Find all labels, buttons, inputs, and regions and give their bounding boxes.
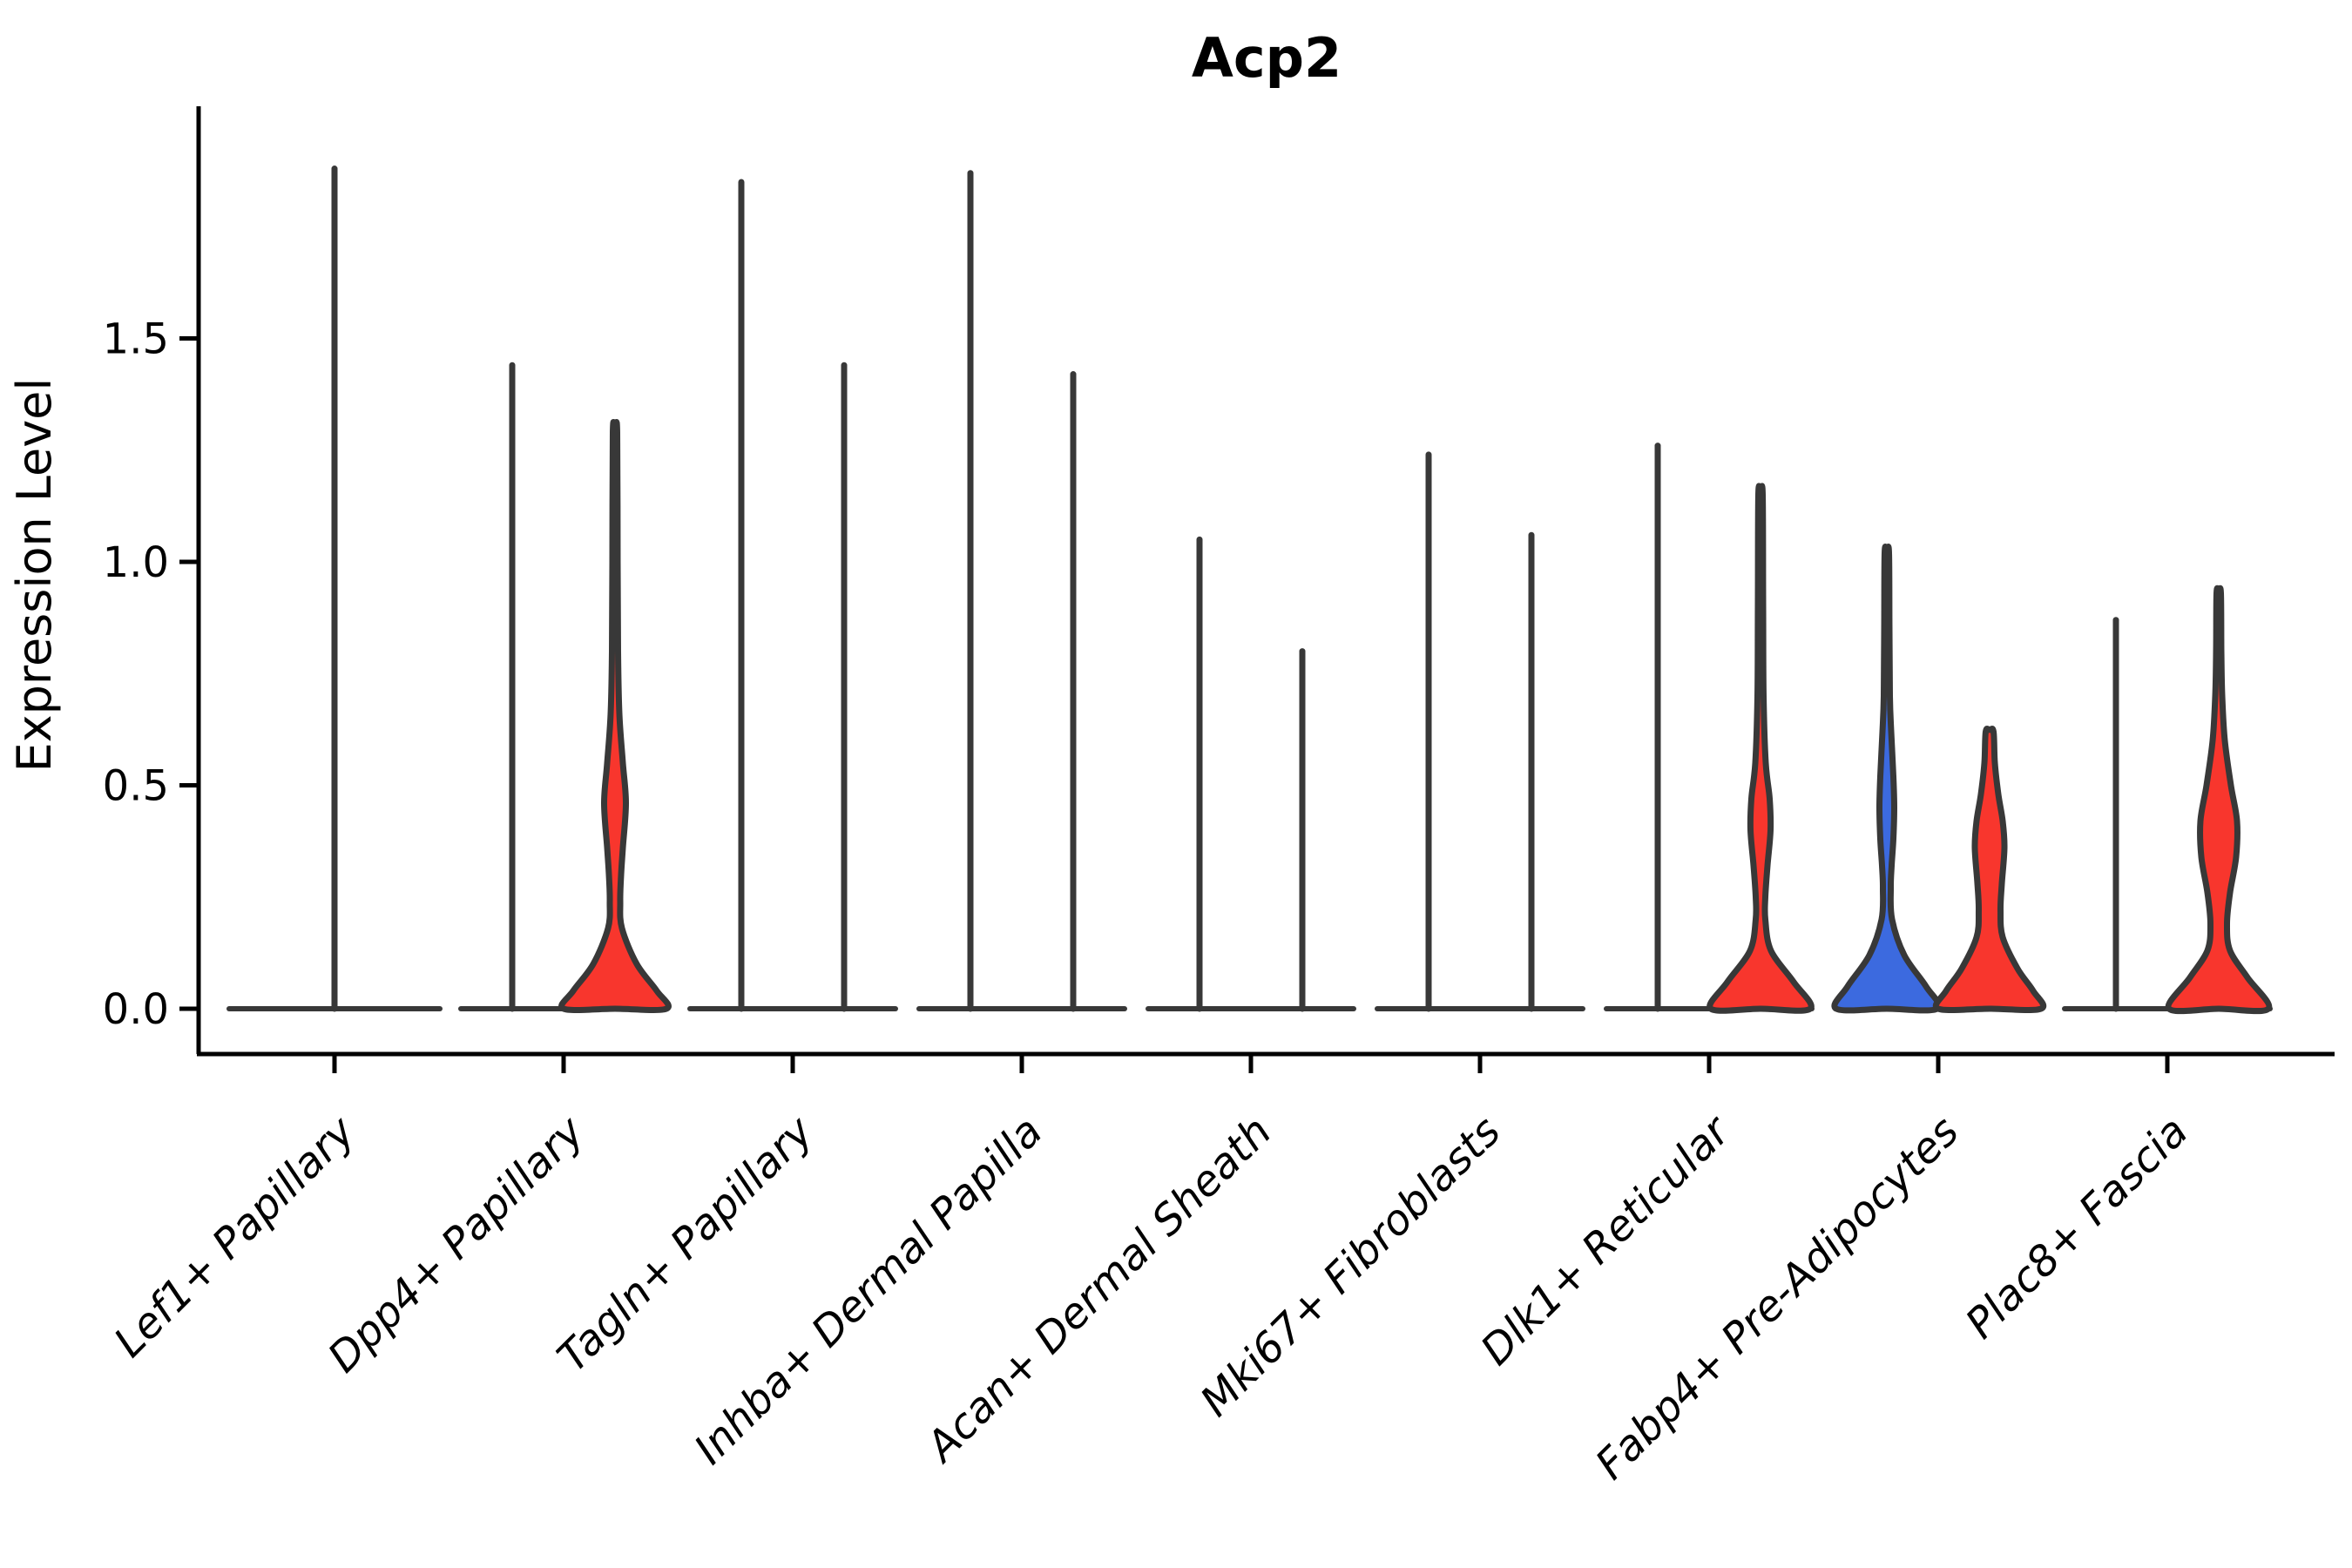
x-tick-label-9: Plac8+ Fascia xyxy=(1957,1107,2198,1348)
violin-plac8-fascia-right-density xyxy=(2165,585,2273,1015)
violin-layer xyxy=(226,166,2273,1015)
x-tick-label-7: Dlk1+ Reticular xyxy=(1471,1105,1741,1375)
violin-dpp4-papillary-right-density xyxy=(558,419,672,1013)
violin-fabp4-pre-adipocytes-left-density xyxy=(1831,544,1943,1014)
y-tick-label-0.0: 0.0 xyxy=(103,985,169,1034)
y-tick-label-0.5: 0.5 xyxy=(103,762,169,811)
violin-fabp4-pre-adipocytes-right-density xyxy=(1932,725,2047,1013)
x-tick-label-8: Fabp4+ Pre-Adipocytes xyxy=(1586,1107,1969,1490)
x-tick-label-1: Lef1+ Papillary xyxy=(105,1106,365,1367)
y-tick-label-1.0: 1.0 xyxy=(103,538,169,587)
x-tick-label-3: Tagln+ Papillary xyxy=(548,1106,823,1382)
y-axis-label: Expression Level xyxy=(7,378,62,773)
violin-dlk1-reticular-right-density xyxy=(1707,483,1815,1014)
x-tick-label-2: Dpp4+ Papillary xyxy=(319,1106,594,1382)
plot-title: Acp2 xyxy=(1192,26,1342,90)
y-tick-label-1.5: 1.5 xyxy=(103,315,169,364)
axes-layer xyxy=(179,106,2335,1073)
